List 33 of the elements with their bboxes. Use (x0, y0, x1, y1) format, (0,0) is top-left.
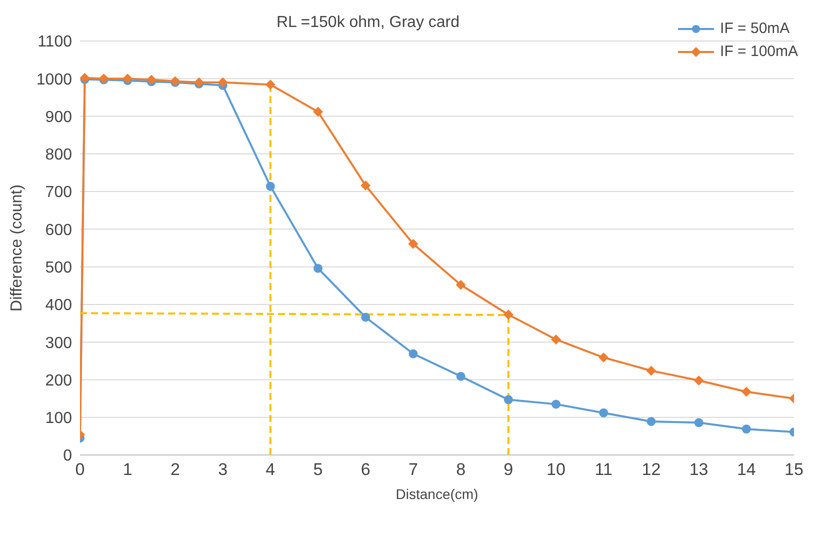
y-axis-title: Difference (count) (8, 184, 26, 312)
x-tick-label: 6 (360, 460, 370, 480)
chart-title: RL =150k ohm, Gray card (275, 14, 461, 32)
y-tick-label: 1000 (36, 71, 72, 88)
x-tick-label: 7 (408, 460, 418, 480)
y-tick-label: 1100 (38, 34, 72, 51)
x-tick-label: 11 (594, 460, 612, 480)
x-tick-label: 9 (504, 460, 514, 480)
x-tick-label: 3 (218, 460, 228, 480)
legend-label: IF = 100mA (720, 43, 798, 60)
y-tick-label: 0 (63, 448, 72, 465)
y-tick-label: 200 (45, 372, 72, 390)
x-tick-label: 14 (736, 460, 756, 480)
x-tick-label: 10 (546, 460, 566, 480)
x-tick-label: 13 (689, 460, 708, 480)
x-tick-label: 15 (784, 460, 804, 480)
y-tick-label: 500 (45, 260, 72, 276)
x-tick-label: 4 (266, 460, 276, 480)
y-tick-label: 300 (45, 334, 72, 352)
y-tick-label: 900 (45, 108, 72, 126)
x-axis-title: Distance(cm) (396, 486, 478, 502)
y-tick-label: 600 (45, 222, 72, 239)
x-tick-label: 12 (642, 460, 661, 480)
x-tick-label: 0 (75, 460, 85, 480)
x-tick-label: 5 (313, 460, 323, 480)
y-tick-label: 800 (45, 146, 72, 164)
x-tick-label: 2 (170, 460, 180, 480)
y-tick-label: 400 (45, 297, 72, 314)
y-tick-label: 700 (45, 184, 72, 202)
x-tick-label: 1 (122, 460, 132, 480)
x-tick-label: 8 (456, 460, 466, 480)
legend-label: IF = 50mA (720, 20, 790, 37)
y-tick-label: 100 (45, 410, 72, 428)
